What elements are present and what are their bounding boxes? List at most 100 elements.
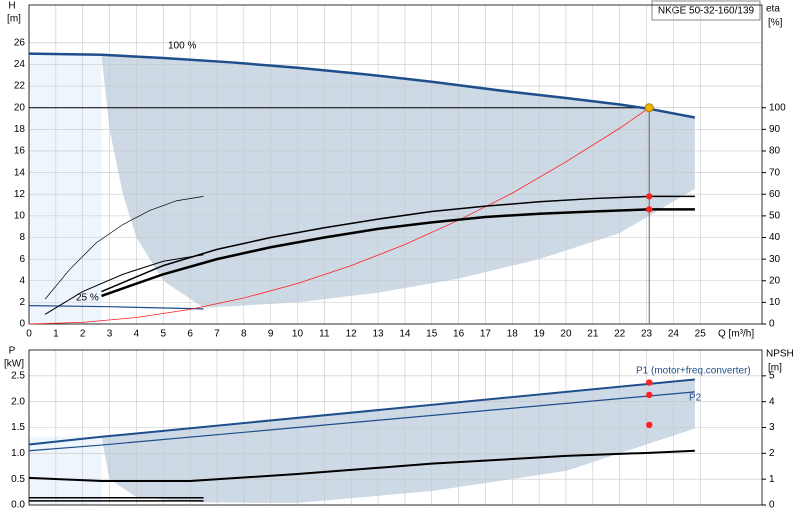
x-tick-label: 8 <box>241 329 247 340</box>
y-tick-label: 1.5 <box>11 422 25 433</box>
y2-tick-label: 0 <box>769 319 775 330</box>
y-tick-label: 20 <box>14 102 26 113</box>
title-box <box>651 0 761 21</box>
y-tick-label: 2 <box>19 297 25 308</box>
y2-tick-label: 40 <box>769 232 781 243</box>
y-tick-label: 2.0 <box>11 396 25 407</box>
y-tick-label: 22 <box>14 81 26 92</box>
y2-tick-label: 50 <box>769 211 781 222</box>
x-axis-label: Q [m³/h] <box>718 329 754 340</box>
duty-point <box>644 103 654 113</box>
y-tick-label: 16 <box>14 146 26 157</box>
x-tick-label: 25 <box>695 329 707 340</box>
x-tick-label: 17 <box>480 329 492 340</box>
operating-point <box>646 391 653 399</box>
y-tick-label: 24 <box>14 59 26 70</box>
y-tick-label: 2.5 <box>11 370 25 381</box>
curve <box>28 305 204 310</box>
y2-tick-label: 80 <box>769 146 781 157</box>
x-tick-label: 24 <box>668 329 680 340</box>
y2-tick-label: 5 <box>769 370 775 381</box>
x-tick-label: 13 <box>372 329 384 340</box>
x-tick-label: 12 <box>346 329 358 340</box>
x-tick-label: 2 <box>80 329 86 340</box>
plot-frame <box>28 4 763 325</box>
operating-point <box>646 421 653 429</box>
x-tick-label: 6 <box>187 329 193 340</box>
x-tick-label: 0 <box>26 329 32 340</box>
y-tick-label: 0.5 <box>11 474 25 485</box>
y-tick-label: 6 <box>19 254 25 265</box>
y-tick-label: 1.0 <box>11 448 25 459</box>
y2-tick-label: 100 <box>769 102 786 113</box>
y2-tick-label: 2 <box>769 448 775 459</box>
series-label: P2 <box>689 393 702 404</box>
x-tick-label: 20 <box>560 329 572 340</box>
y-tick-label: 26 <box>14 37 26 48</box>
y2-axis-unit: [%] <box>768 18 783 29</box>
y2-tick-label: 70 <box>769 167 781 178</box>
x-tick-label: 19 <box>534 329 546 340</box>
x-tick-label: 23 <box>641 329 653 340</box>
y2-tick-label: 4 <box>769 396 775 407</box>
y2-tick-label: 0 <box>769 500 775 511</box>
x-tick-label: 22 <box>614 329 626 340</box>
plot-frame <box>28 349 763 506</box>
curve <box>101 208 695 298</box>
curve <box>101 195 695 293</box>
y2-tick-label: 10 <box>769 297 781 308</box>
x-tick-label: 1 <box>53 329 59 340</box>
annotation: 25 % <box>76 293 99 304</box>
y2-tick-label: 20 <box>769 275 781 286</box>
y-tick-label: 0 <box>19 319 25 330</box>
y-axis-unit: [m] <box>7 14 21 25</box>
curve <box>44 254 204 315</box>
y-axis-label: P <box>9 346 16 357</box>
operating-point <box>646 193 653 200</box>
chart-title: NKGE 50-32-160/139 <box>658 6 755 17</box>
y2-axis-label: eta <box>766 4 780 15</box>
y-tick-label: 10 <box>14 211 26 222</box>
x-tick-label: 21 <box>587 329 599 340</box>
y2-tick-label: 3 <box>769 422 775 433</box>
curve <box>44 196 204 300</box>
curve <box>28 449 695 482</box>
curve <box>28 391 695 452</box>
low-flow-area <box>29 436 102 505</box>
y-tick-label: 8 <box>19 232 25 243</box>
x-tick-label: 4 <box>134 329 140 340</box>
curve <box>28 107 650 325</box>
y2-tick-label: 60 <box>769 189 781 200</box>
curve <box>28 52 696 119</box>
x-tick-label: 15 <box>426 329 438 340</box>
operating-point <box>646 379 653 386</box>
x-tick-label: 10 <box>292 329 304 340</box>
x-tick-label: 3 <box>107 329 113 340</box>
y-tick-label: 4 <box>19 275 25 286</box>
y-tick-label: 12 <box>14 189 26 200</box>
x-tick-label: 16 <box>453 329 465 340</box>
x-tick-label: 11 <box>319 329 330 340</box>
series-label: P1 (motor+freq.converter) <box>636 366 751 377</box>
y-axis-unit: [kW] <box>4 359 24 370</box>
operating-range <box>101 54 695 308</box>
y-tick-label: 14 <box>14 167 26 178</box>
x-tick-label: 14 <box>399 329 411 340</box>
curve <box>28 378 695 446</box>
y-tick-label: 18 <box>14 124 26 135</box>
operating-range <box>101 379 695 503</box>
x-tick-label: 9 <box>268 329 274 340</box>
x-tick-label: 5 <box>160 329 166 340</box>
x-tick-label: 7 <box>214 329 220 340</box>
y-tick-label: 0.0 <box>11 500 25 511</box>
y2-tick-label: 1 <box>769 474 775 485</box>
y2-tick-label: 90 <box>769 124 781 135</box>
operating-point <box>646 206 653 213</box>
x-tick-label: 18 <box>507 329 519 340</box>
y2-tick-label: 30 <box>769 254 781 265</box>
low-flow-area <box>29 54 102 325</box>
y2-axis-unit: [m] <box>768 363 782 374</box>
y2-axis-label: NPSH <box>766 349 794 360</box>
annotation: 100 % <box>168 41 196 52</box>
